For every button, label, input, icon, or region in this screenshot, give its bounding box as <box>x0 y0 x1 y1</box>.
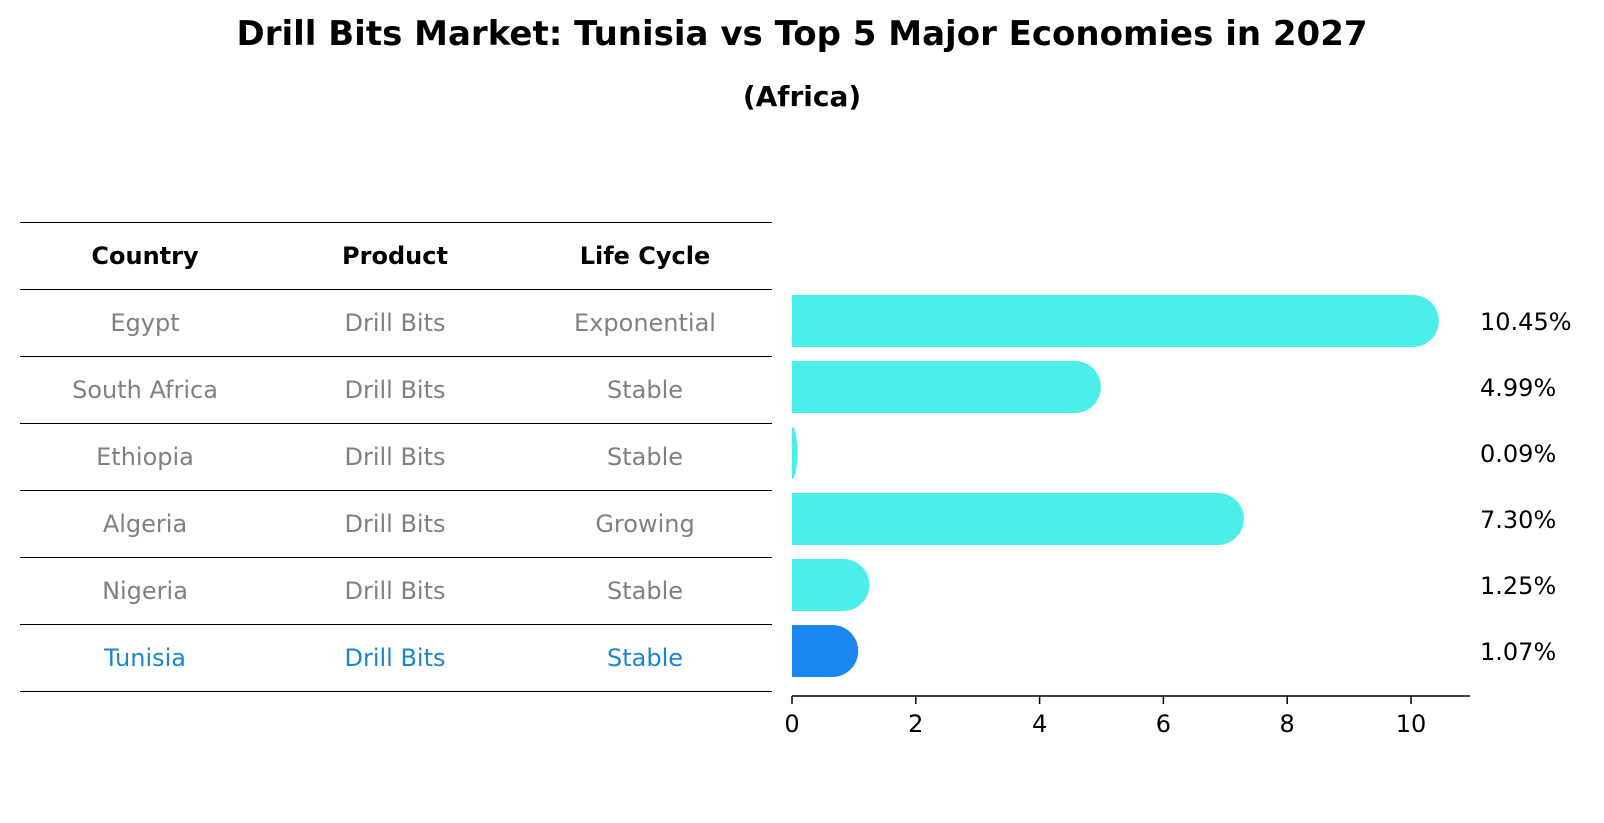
life-cycle-cell: Stable <box>606 443 684 471</box>
country-cell: Tunisia <box>104 644 186 672</box>
bar <box>792 295 1439 347</box>
bar-value-label: 0.09% <box>1480 440 1556 468</box>
bar-value-label: 1.07% <box>1480 638 1556 666</box>
bar-value-label: 4.99% <box>1480 374 1556 402</box>
product-cell: Drill Bits <box>344 443 446 471</box>
table-header-row: Country Product Life Cycle <box>20 223 772 290</box>
product-cell: Drill Bits <box>344 309 446 337</box>
bar <box>792 427 798 479</box>
bar <box>792 493 1244 545</box>
life-cycle-cell: Stable <box>606 376 684 404</box>
bar-value-label: 10.45% <box>1480 308 1572 336</box>
x-tick-label: 0 <box>784 710 799 738</box>
country-cell: Algeria <box>102 510 188 538</box>
table-row-highlighted: Tunisia Drill Bits Stable <box>20 625 772 692</box>
product-cell: Drill Bits <box>344 644 446 672</box>
table-row: South Africa Drill Bits Stable <box>20 357 772 424</box>
product-cell: Drill Bits <box>344 376 446 404</box>
bar <box>792 625 859 677</box>
bar <box>792 559 870 611</box>
country-cell: South Africa <box>72 376 218 404</box>
header-life-cycle: Life Cycle <box>579 242 711 270</box>
table-row: Nigeria Drill Bits Stable <box>20 558 772 625</box>
bar-value-label: 1.25% <box>1480 572 1556 600</box>
table-row: Algeria Drill Bits Growing <box>20 491 772 558</box>
country-cell: Egypt <box>110 309 180 337</box>
table-row: Ethiopia Drill Bits Stable <box>20 424 772 491</box>
bar-value-label: 7.30% <box>1480 506 1556 534</box>
x-tick-label: 6 <box>1156 710 1171 738</box>
product-cell: Drill Bits <box>344 577 446 605</box>
product-cell: Drill Bits <box>344 510 446 538</box>
x-tick-label: 8 <box>1280 710 1295 738</box>
x-tick-label: 4 <box>1032 710 1047 738</box>
life-cycle-cell: Exponential <box>574 309 716 337</box>
header-country: Country <box>91 242 199 270</box>
life-cycle-cell: Stable <box>606 577 684 605</box>
life-cycle-cell: Growing <box>595 510 695 538</box>
data-table: Country Product Life Cycle Egypt Drill B… <box>20 222 772 692</box>
chart-title: Drill Bits Market: Tunisia vs Top 5 Majo… <box>236 14 1368 54</box>
bar <box>792 361 1101 413</box>
life-cycle-cell: Stable <box>606 644 684 672</box>
chart-subtitle: (Africa) <box>742 80 862 113</box>
country-cell: Ethiopia <box>96 443 194 471</box>
country-cell: Nigeria <box>102 577 188 605</box>
x-tick-label: 10 <box>1396 710 1427 738</box>
header-product: Product <box>342 242 448 270</box>
x-tick-label: 2 <box>908 710 923 738</box>
table-row: Egypt Drill Bits Exponential <box>20 290 772 357</box>
